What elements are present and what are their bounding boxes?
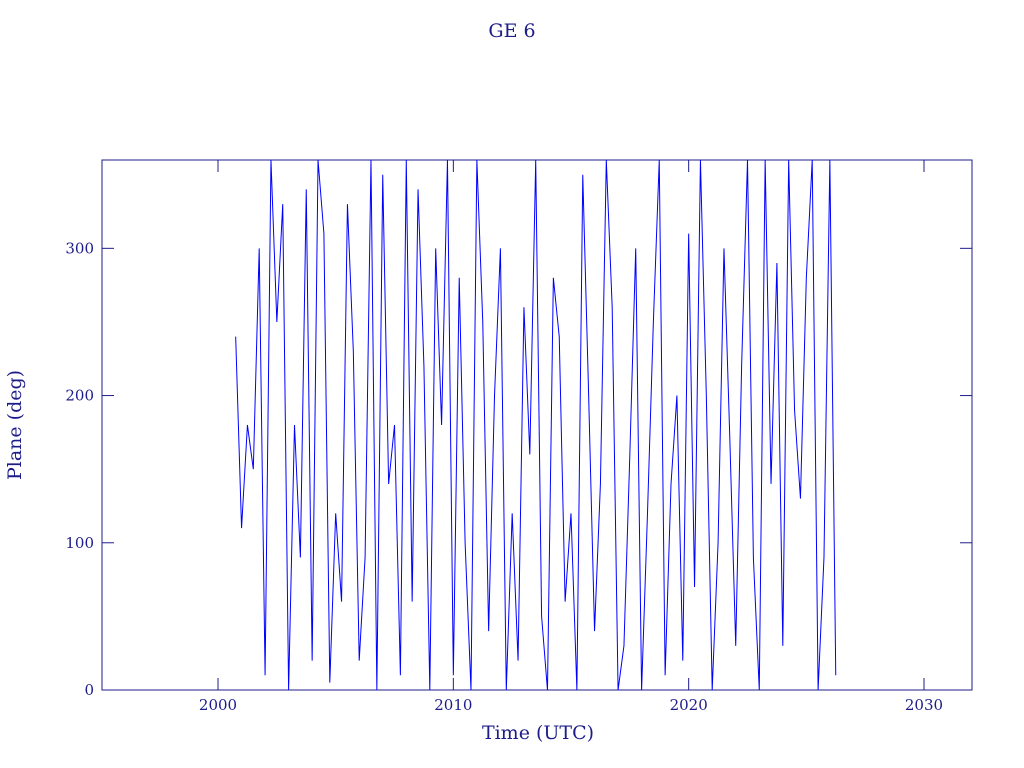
x-tick-label: 2030 <box>905 696 943 714</box>
y-tick-label: 200 <box>65 387 94 405</box>
chart-title: GE 6 <box>488 20 535 42</box>
data-line <box>235 159 837 691</box>
y-tick-label: 300 <box>65 239 94 257</box>
plot-frame <box>101 159 973 691</box>
x-tick-label: 2020 <box>670 696 708 714</box>
y-axis-label: Plane (deg) <box>4 370 26 480</box>
y-tick-label: 0 <box>84 681 94 699</box>
y-tick-label: 100 <box>65 534 94 552</box>
x-axis-label: Time (UTC) <box>482 722 594 744</box>
x-tick-label: 2010 <box>434 696 472 714</box>
x-tick-label: 2000 <box>199 696 237 714</box>
